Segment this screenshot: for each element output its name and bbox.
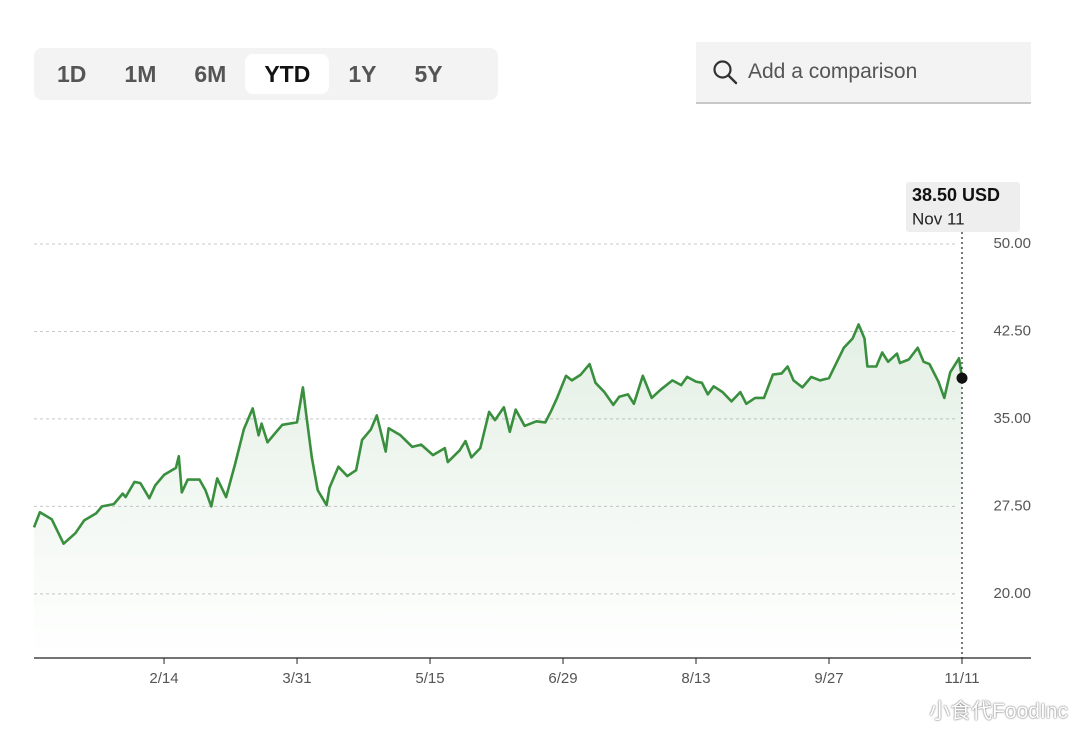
range-tab[interactable]: 1D bbox=[57, 61, 87, 87]
tooltip-date: Nov 11 bbox=[912, 209, 965, 228]
current-point bbox=[956, 372, 968, 384]
range-tab[interactable]: 6M bbox=[194, 61, 227, 87]
range-tab[interactable]: YTD bbox=[245, 54, 330, 94]
y-tick-label: 35.00 bbox=[993, 410, 1031, 427]
comparison-search[interactable]: Add a comparison bbox=[696, 42, 1031, 104]
y-tick-label: 20.00 bbox=[993, 585, 1031, 602]
search-placeholder: Add a comparison bbox=[748, 60, 918, 83]
range-tab[interactable]: 5Y bbox=[414, 61, 443, 87]
watermark: 小食代FoodInc bbox=[929, 700, 1068, 723]
x-tick-label: 5/15 bbox=[415, 670, 444, 687]
tooltip-box bbox=[906, 182, 1020, 232]
y-tick-label: 42.50 bbox=[993, 322, 1031, 339]
x-tick-label: 3/31 bbox=[282, 670, 311, 687]
search-icon bbox=[713, 60, 738, 85]
price-line bbox=[32, 323, 964, 545]
y-tick-label: 50.00 bbox=[993, 235, 1031, 252]
range-tab[interactable]: 1Y bbox=[348, 61, 377, 87]
x-tick-label: 11/11 bbox=[944, 670, 979, 687]
range-tab[interactable]: 1M bbox=[124, 61, 157, 87]
range-tabs: 1D 1M 6M YTD 1Y 5Y bbox=[34, 48, 498, 100]
x-tick-label: 9/27 bbox=[814, 670, 843, 687]
x-tick-label: 6/29 bbox=[548, 670, 577, 687]
y-tick-label: 27.50 bbox=[993, 497, 1031, 514]
tooltip-value: 38.50 USD bbox=[912, 185, 1000, 205]
area-fill bbox=[34, 324, 962, 658]
x-tick-label: 2/14 bbox=[149, 670, 178, 687]
x-tick-label: 8/13 bbox=[681, 670, 710, 687]
